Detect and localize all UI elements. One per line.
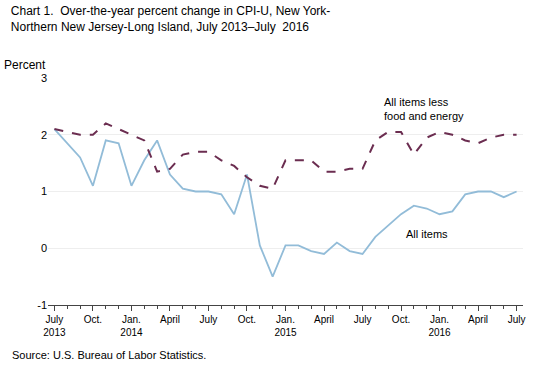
svg-text:July: July xyxy=(200,314,218,325)
svg-text:All items lessfood and energy: All items lessfood and energy xyxy=(384,96,464,122)
svg-text:Jan.2015: Jan.2015 xyxy=(274,314,297,338)
svg-text:Oct.: Oct. xyxy=(238,314,256,325)
svg-text:Oct.: Oct. xyxy=(84,314,102,325)
svg-text:July2013: July2013 xyxy=(43,314,66,338)
svg-text:All items: All items xyxy=(406,228,448,240)
svg-text:0: 0 xyxy=(41,242,47,254)
svg-text:July: July xyxy=(508,314,526,325)
svg-text:1: 1 xyxy=(41,185,47,197)
svg-text:April: April xyxy=(160,314,180,325)
svg-text:Chart 1. Over-the-year percen: Chart 1. Over-the-year percent change in… xyxy=(11,4,330,34)
svg-text:Source: U.S. Bureau of Labor S: Source: U.S. Bureau of Labor Statistics. xyxy=(12,349,206,361)
svg-text:Oct.: Oct. xyxy=(392,314,410,325)
svg-text:Jan.2014: Jan.2014 xyxy=(120,314,143,338)
svg-text:April: April xyxy=(468,314,488,325)
svg-text:April: April xyxy=(314,314,334,325)
svg-text:-1: -1 xyxy=(37,299,47,311)
svg-text:2: 2 xyxy=(41,129,47,141)
svg-text:Percent: Percent xyxy=(4,58,46,72)
svg-text:July: July xyxy=(354,314,372,325)
svg-text:Jan.2016: Jan.2016 xyxy=(428,314,451,338)
svg-text:3: 3 xyxy=(41,72,47,84)
